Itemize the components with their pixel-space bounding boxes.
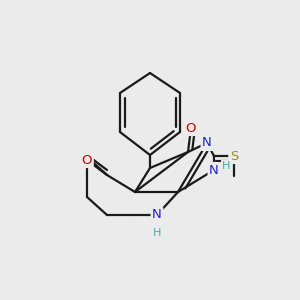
Text: O: O — [186, 122, 196, 134]
Text: O: O — [82, 154, 92, 166]
Text: S: S — [230, 149, 238, 163]
Text: N: N — [202, 136, 212, 149]
Text: H: H — [153, 228, 161, 238]
Text: N: N — [152, 208, 162, 221]
Text: H: H — [222, 161, 230, 171]
Text: N: N — [209, 164, 219, 176]
